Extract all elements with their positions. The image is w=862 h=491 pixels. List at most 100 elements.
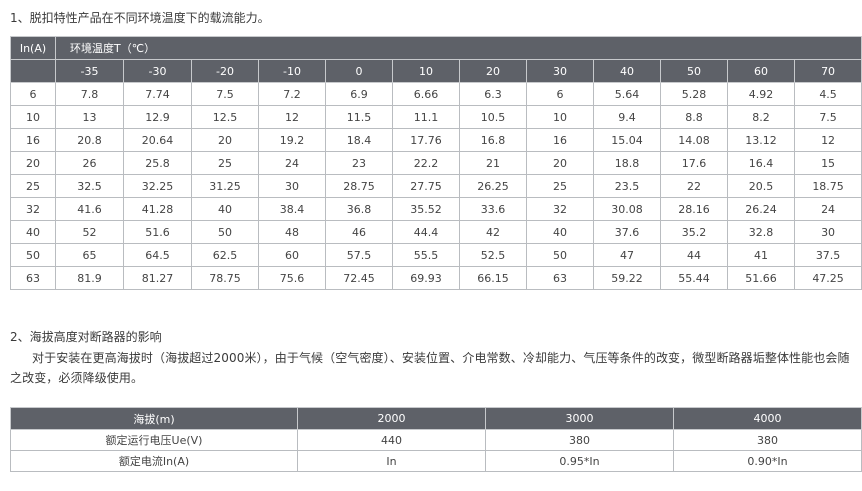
rated-current-cell: 25 <box>10 174 56 198</box>
table-row: 10 13 12.9 12.5 12 11.5 11.1 10.5 10 9.4 8.8 8.2 7.5 <box>10 105 862 129</box>
table-cell: 17.6 <box>660 151 728 175</box>
table-cell: 33.6 <box>459 197 527 221</box>
temperature-values-row: -35 -30 -20 -10 0 10 20 30 40 50 60 70 <box>10 59 862 83</box>
table-cell: 7.5 <box>191 82 259 106</box>
table-cell: 35.2 <box>660 220 728 244</box>
table-cell: In <box>297 450 486 472</box>
altitude-value-header: 3000 <box>485 407 674 430</box>
table-cell: 0.90*In <box>673 450 862 472</box>
temperature-header-cell: 70 <box>793 59 862 83</box>
table-row: 20 26 25.8 25 24 23 22.2 21 20 18.8 17.6 16.4 15 <box>10 151 862 175</box>
table-cell: 65 <box>55 243 124 267</box>
table-cell: 30 <box>258 174 326 198</box>
rated-current-cell: 10 <box>10 105 56 129</box>
table-cell: 52.5 <box>459 243 527 267</box>
table-cell: 81.27 <box>123 266 192 290</box>
table-cell: 46 <box>325 220 393 244</box>
table-cell: 21 <box>459 151 527 175</box>
table-cell: 15 <box>793 151 862 175</box>
table-cell: 41.6 <box>55 197 124 221</box>
table-cell: 35.52 <box>392 197 460 221</box>
table-cell: 51.66 <box>727 266 795 290</box>
row-label-cell: 额定运行电压Ue(V) <box>10 429 298 451</box>
table-cell: 12.9 <box>123 105 192 129</box>
temperature-header-cell: 40 <box>593 59 661 83</box>
temperature-header-cell: 60 <box>727 59 795 83</box>
table-cell: 32.8 <box>727 220 795 244</box>
table-cell: 78.75 <box>191 266 259 290</box>
table-cell: 17.76 <box>392 128 460 152</box>
table-row: 额定运行电压Ue(V) 440 380 380 <box>10 429 862 451</box>
temperature-header-cell: 50 <box>660 59 728 83</box>
table-cell: 13 <box>55 105 124 129</box>
table-cell: 8.2 <box>727 105 795 129</box>
temperature-header: 环境温度T（℃） <box>54 36 862 60</box>
temperature-header-cell: 10 <box>392 59 460 83</box>
table-cell: 11.5 <box>325 105 393 129</box>
table-cell: 18.4 <box>325 128 393 152</box>
table-cell: 41.28 <box>123 197 192 221</box>
table-cell: 36.8 <box>325 197 393 221</box>
table-cell: 30 <box>793 220 862 244</box>
table-cell: 7.5 <box>793 105 862 129</box>
rated-current-cell: 40 <box>10 220 56 244</box>
table-cell: 14.08 <box>660 128 728 152</box>
table-cell: 11.1 <box>392 105 460 129</box>
temperature-header-cell: -30 <box>123 59 192 83</box>
table-header-row: In(A) 环境温度T（℃） <box>10 36 862 60</box>
table-cell: 25 <box>191 151 259 175</box>
table-cell: 13.12 <box>727 128 795 152</box>
table-cell: 22.2 <box>392 151 460 175</box>
table-cell: 7.74 <box>123 82 192 106</box>
table-cell: 28.75 <box>325 174 393 198</box>
table-cell: 41 <box>727 243 795 267</box>
table-cell: 55.44 <box>660 266 728 290</box>
table-cell: 50 <box>191 220 259 244</box>
current-capacity-table: In(A) 环境温度T（℃） -35 -30 -20 -10 0 10 20 30 40 50 60… <box>10 36 862 290</box>
table-cell: 20.64 <box>123 128 192 152</box>
table-cell: 6 <box>526 82 594 106</box>
table-row: 40 52 51.6 50 48 46 44.4 42 40 37.6 35.2 32.8 30 <box>10 220 862 244</box>
table-cell: 5.64 <box>593 82 661 106</box>
temperature-header-cell: 30 <box>526 59 594 83</box>
table-cell: 16 <box>526 128 594 152</box>
temperature-header-cell: -10 <box>258 59 326 83</box>
section1-title: 1、脱扣特性产品在不同环境温度下的载流能力。 <box>10 11 270 25</box>
table-cell: 8.8 <box>660 105 728 129</box>
table-cell: 19.2 <box>258 128 326 152</box>
table-cell: 28.16 <box>660 197 728 221</box>
table-cell: 37.6 <box>593 220 661 244</box>
altitude-value-header: 4000 <box>673 407 862 430</box>
table-cell: 20.8 <box>55 128 124 152</box>
table-row: 32 41.6 41.28 40 38.4 36.8 35.52 33.6 32 30.08 28.… <box>10 197 862 221</box>
table-cell: 25.8 <box>123 151 192 175</box>
table-cell: 16.8 <box>459 128 527 152</box>
temperature-header-cell: -35 <box>55 59 124 83</box>
table-cell: 81.9 <box>55 266 124 290</box>
table-cell: 9.4 <box>593 105 661 129</box>
table-cell: 40 <box>526 220 594 244</box>
table-cell: 44.4 <box>392 220 460 244</box>
table-cell: 20 <box>526 151 594 175</box>
table-cell: 60 <box>258 243 326 267</box>
altitude-header: 海拔(m) <box>10 407 298 430</box>
table-row: 6 7.8 7.74 7.5 7.2 6.9 6.66 6.3 6 5.64 5.28 4.92 4.5 <box>10 82 862 106</box>
table-cell: 6.9 <box>325 82 393 106</box>
table-cell: 5.28 <box>660 82 728 106</box>
table-row: 16 20.8 20.64 20 19.2 18.4 17.76 16.8 16 15.04 14.… <box>10 128 862 152</box>
table-cell: 31.25 <box>191 174 259 198</box>
table-cell: 12 <box>793 128 862 152</box>
table-header-row: 海拔(m) 2000 3000 4000 <box>10 407 862 430</box>
table-cell: 26.25 <box>459 174 527 198</box>
table-row: 50 65 64.5 62.5 60 57.5 55.5 52.5 50 47 44 41 37.5 <box>10 243 862 267</box>
rated-current-cell: 20 <box>10 151 56 175</box>
rated-current-cell: 16 <box>10 128 56 152</box>
table-cell: 16.4 <box>727 151 795 175</box>
table-cell: 59.22 <box>593 266 661 290</box>
temperature-header-cell: -20 <box>191 59 259 83</box>
table-cell: 72.45 <box>325 266 393 290</box>
table-cell: 15.04 <box>593 128 661 152</box>
table-cell: 10 <box>526 105 594 129</box>
table-cell: 55.5 <box>392 243 460 267</box>
table-cell: 32.25 <box>123 174 192 198</box>
